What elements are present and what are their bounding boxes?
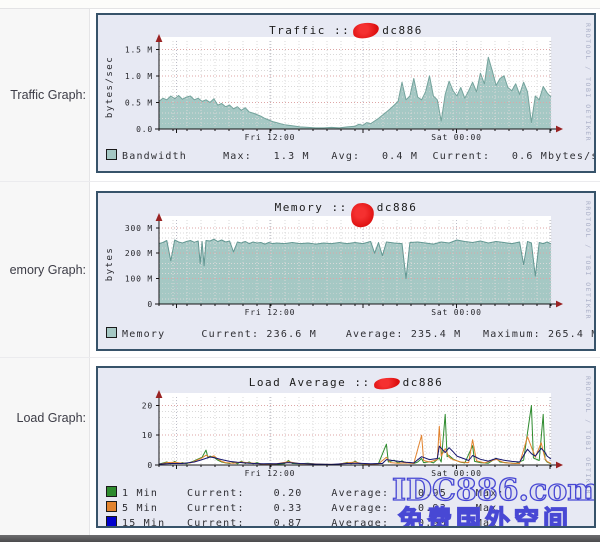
svg-text:10: 10	[142, 431, 153, 440]
graph-title-prefix: Load Average ::	[248, 376, 371, 389]
graph-title-suffix: dc886	[402, 376, 444, 389]
svg-text:bytes: bytes	[105, 247, 115, 282]
svg-text:Fri 12:00: Fri 12:00	[245, 308, 296, 317]
svg-text:Sat 00:00: Sat 00:00	[431, 308, 482, 317]
top-divider	[0, 0, 600, 9]
svg-text:bytes/sec: bytes/sec	[105, 56, 115, 118]
redaction-scribble	[349, 201, 375, 229]
redaction-scribble	[373, 376, 401, 391]
svg-text:0: 0	[147, 300, 153, 309]
svg-text:200 M: 200 M	[125, 249, 153, 258]
svg-text:Sat 00:00: Sat 00:00	[431, 133, 482, 142]
graph-title-prefix: Traffic ::	[269, 24, 351, 37]
rrdtool-credit: RRDTOOL / TOBI OETIKER	[584, 376, 592, 496]
legend-row: 15 Min Current: 0.87 Average: 0.90 Max:	[106, 516, 505, 526]
svg-text:1.0 M: 1.0 M	[125, 72, 153, 81]
legend-row: Bandwidth Max: 1.3 M Avg: 0.4 M Current:…	[106, 149, 594, 162]
graph-title: Traffic :: dc886	[98, 21, 594, 40]
graph-title-suffix: dc886	[376, 201, 418, 214]
graph-plot: 0 10 20 Fri 12:00 Sat 00:00	[142, 390, 563, 478]
svg-text:0: 0	[147, 461, 153, 470]
legend-swatch	[106, 501, 117, 512]
row-label-traffic: Traffic Graph:	[0, 9, 90, 181]
legend-row: 5 Min Current: 0.33 Average: 0.93 Max:	[106, 501, 505, 514]
svg-text:20: 20	[142, 401, 153, 410]
graph-title: Memory :: dc886	[98, 201, 594, 229]
svg-text:0.0: 0.0	[136, 125, 153, 134]
graph-title-suffix: dc886	[382, 24, 423, 37]
graph-title: Load Average :: dc886	[98, 376, 594, 391]
graph-plot: 0 100 M 200 M 300 M Fri 12:00 Sat 00:00 bytes	[105, 213, 563, 317]
legend-row: Memory Current: 236.6 M Average: 235.4 M…	[106, 327, 594, 340]
watermark-line1: IDC886.com	[391, 472, 596, 508]
rrdtool-credit: RRDTOOL / TOBI OETIKER	[584, 23, 592, 143]
legend-row: 1 Min Current: 0.20 Average: 0.95 Max:	[106, 486, 505, 499]
row-label-load: Load Graph:	[0, 358, 90, 535]
legend-swatch	[106, 486, 117, 497]
graph-plot: 0.0 0.5 M 1.0 M 1.5 M Fri 12:00 Sat 00:00 byte…	[105, 34, 563, 142]
redaction-scribble	[352, 21, 381, 40]
svg-text:Sat 00:00: Sat 00:00	[431, 469, 482, 478]
graph-title-prefix: Memory ::	[274, 201, 348, 214]
svg-text:Fri 12:00: Fri 12:00	[245, 469, 296, 478]
svg-text:300 M: 300 M	[125, 224, 153, 233]
svg-text:0.5 M: 0.5 M	[125, 98, 153, 107]
rrdtool-credit: RRDTOOL / TOBI OETIKER	[584, 201, 592, 321]
svg-text:100 M: 100 M	[125, 275, 153, 284]
svg-text:Fri 12:00: Fri 12:00	[245, 133, 296, 142]
watermark-line2: 免费国外空间	[397, 504, 573, 528]
legend-swatch	[106, 149, 117, 160]
legend-swatch	[106, 327, 117, 338]
svg-text:1.5 M: 1.5 M	[125, 45, 153, 54]
legend-swatch	[106, 516, 117, 526]
row-label-memory: emory Graph:	[0, 182, 90, 357]
bottom-bar	[0, 535, 600, 542]
